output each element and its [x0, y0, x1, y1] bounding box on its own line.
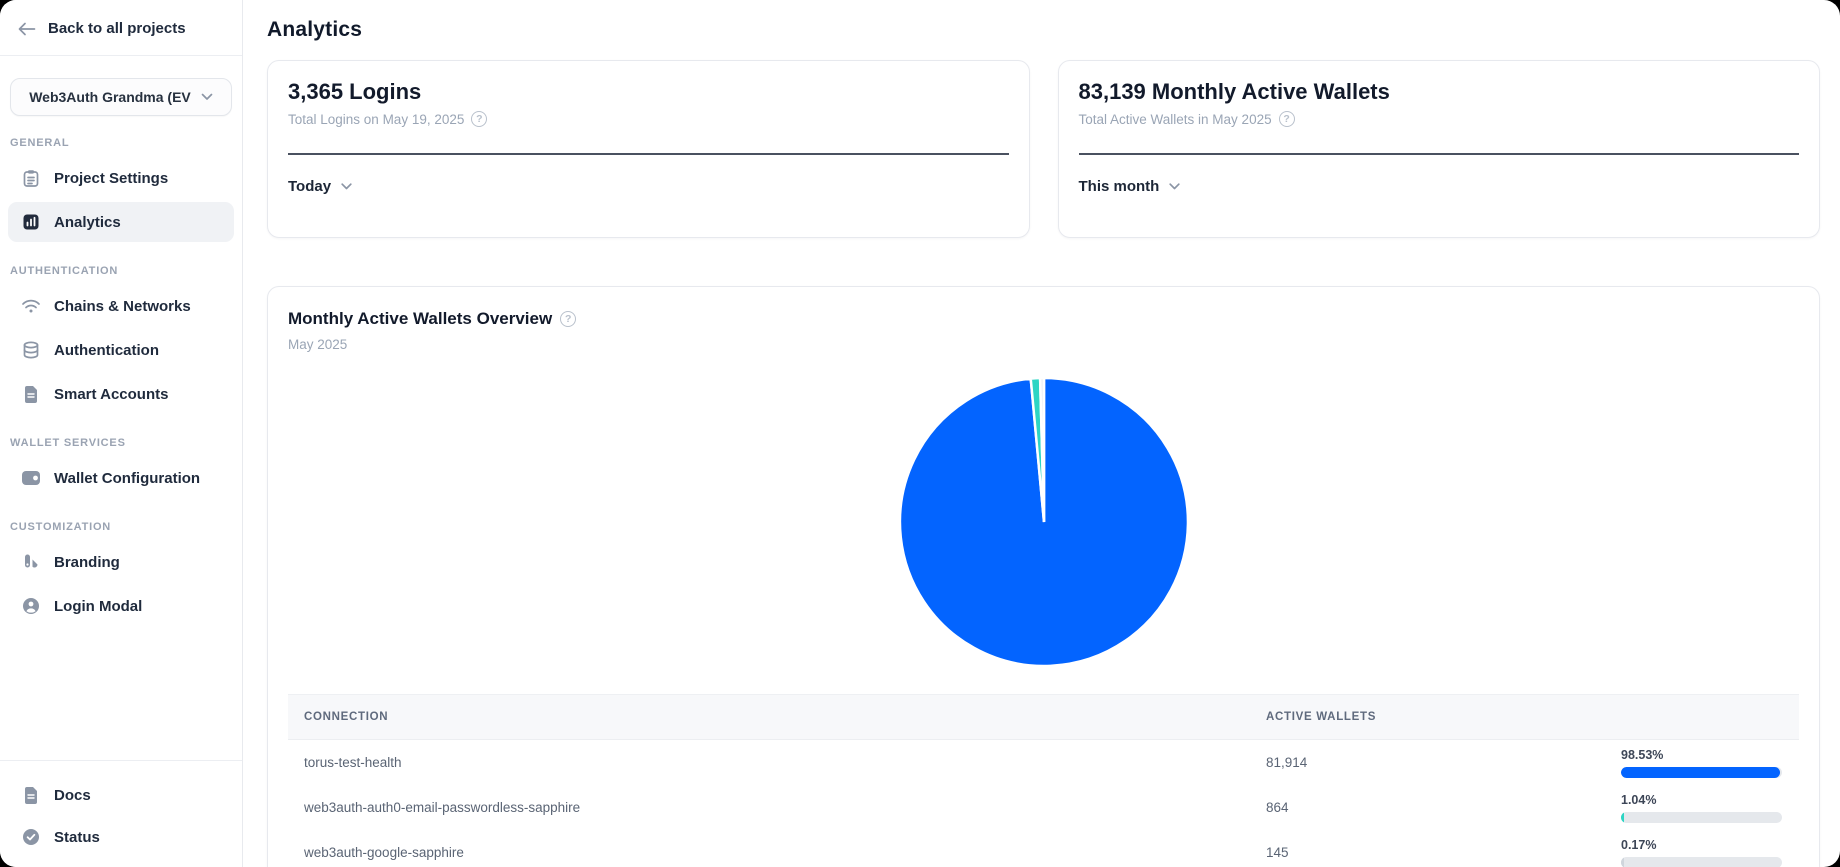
database-icon — [21, 340, 41, 360]
main-content: Analytics 3,365 Logins Total Logins on M… — [243, 0, 1840, 867]
sidebar-item-label: Project Settings — [54, 169, 169, 187]
range-label: This month — [1078, 178, 1160, 195]
chevron-down-icon — [201, 93, 213, 100]
logins-card: 3,365 Logins Total Logins on May 19, 202… — [267, 60, 1030, 238]
chevron-down-icon — [1169, 183, 1180, 190]
wallet-icon — [21, 468, 41, 488]
back-label: Back to all projects — [48, 20, 186, 37]
sidebar-item-label: Docs — [54, 786, 91, 804]
file-icon — [21, 384, 41, 404]
table-row[interactable]: torus-test-health 81,914 98.53% — [288, 740, 1799, 785]
section-label-customization: CUSTOMIZATION — [10, 521, 112, 533]
sidebar-item-label: Authentication — [54, 341, 159, 359]
column-header-connection: CONNECTION — [304, 711, 389, 723]
connection-name: web3auth-auth0-email-passwordless-sapphi… — [304, 800, 581, 815]
sidebar-item-label: Branding — [54, 553, 120, 571]
connection-name: web3auth-google-sapphire — [304, 845, 464, 860]
maw-subtitle: Total Active Wallets in May 2025 — [1078, 111, 1272, 127]
check-circle-icon — [21, 827, 41, 847]
sidebar-item-label: Wallet Configuration — [54, 469, 201, 487]
sidebar-item-project-settings[interactable]: Project Settings — [8, 158, 234, 198]
sidebar-item-docs[interactable]: Docs — [8, 775, 234, 815]
section-label-wallet-services: WALLET SERVICES — [10, 437, 126, 449]
connection-name: torus-test-health — [304, 755, 402, 770]
active-wallets-pie-chart[interactable] — [894, 372, 1194, 672]
sidebar-footer: Docs Status — [0, 760, 242, 867]
percent-label: 1.04% — [1621, 792, 1657, 807]
file-icon — [21, 785, 41, 805]
bar-chart-icon — [21, 212, 41, 232]
sidebar-divider — [0, 55, 242, 56]
project-selector-value: Web3Auth Grandma (EV — [29, 89, 191, 105]
logins-range-dropdown[interactable]: Today — [288, 178, 352, 195]
sidebar: Back to all projects Web3Auth Grandma (E… — [0, 0, 243, 867]
sidebar-item-label: Analytics — [54, 213, 121, 231]
maw-count: 83,139 Monthly Active Wallets — [1078, 79, 1390, 104]
connections-table: CONNECTION ACTIVE WALLETS torus-test-hea… — [288, 694, 1799, 867]
logins-count: 3,365 Logins — [288, 79, 422, 104]
card-divider — [1078, 153, 1799, 155]
card-divider — [288, 153, 1009, 155]
overview-title: Monthly Active Wallets Overview — [288, 309, 553, 328]
page-title: Analytics — [267, 18, 363, 41]
sidebar-item-label: Login Modal — [54, 597, 143, 615]
section-label-authentication: AUTHENTICATION — [10, 265, 119, 277]
sidebar-item-label: Status — [54, 828, 100, 846]
stat-cards-row: 3,365 Logins Total Logins on May 19, 202… — [267, 60, 1820, 238]
branding-icon — [21, 552, 41, 572]
sidebar-item-analytics[interactable]: Analytics — [8, 202, 234, 242]
percent-label: 0.17% — [1621, 837, 1657, 852]
clipboard-icon — [21, 168, 41, 188]
column-header-active-wallets: ACTIVE WALLETS — [1266, 711, 1377, 723]
help-icon[interactable]: ? — [1278, 111, 1295, 127]
sidebar-item-chains-networks[interactable]: Chains & Networks — [8, 286, 234, 326]
overview-subtitle: May 2025 — [288, 337, 348, 352]
logins-subtitle: Total Logins on May 19, 2025 — [288, 111, 465, 127]
sidebar-item-smart-accounts[interactable]: Smart Accounts — [8, 374, 234, 414]
help-icon[interactable]: ? — [560, 311, 577, 327]
active-wallets-value: 145 — [1266, 845, 1289, 860]
help-icon[interactable]: ? — [471, 111, 488, 127]
monthly-active-wallets-card: 83,139 Monthly Active Wallets Total Acti… — [1057, 60, 1820, 238]
range-label: Today — [288, 178, 332, 195]
chevron-down-icon — [341, 183, 352, 190]
project-selector[interactable]: Web3Auth Grandma (EV — [10, 78, 232, 116]
sidebar-item-branding[interactable]: Branding — [8, 542, 234, 582]
percent-bar — [1621, 766, 1782, 778]
sidebar-item-login-modal[interactable]: Login Modal — [8, 586, 234, 626]
user-circle-icon — [21, 596, 41, 616]
wifi-icon — [21, 296, 41, 316]
table-header-row: CONNECTION ACTIVE WALLETS — [288, 694, 1799, 740]
table-row[interactable]: web3auth-auth0-email-passwordless-sapphi… — [288, 785, 1799, 830]
active-wallets-value: 864 — [1266, 800, 1289, 815]
percent-label: 98.53% — [1621, 747, 1664, 762]
section-label-general: GENERAL — [10, 137, 70, 149]
active-wallets-value: 81,914 — [1266, 755, 1308, 770]
percent-bar — [1621, 811, 1782, 823]
maw-range-dropdown[interactable]: This month — [1079, 178, 1181, 195]
sidebar-item-status[interactable]: Status — [8, 817, 234, 857]
wallets-overview-card: Monthly Active Wallets Overview ? May 20… — [267, 286, 1820, 867]
percent-bar — [1621, 856, 1782, 867]
sidebar-item-authentication[interactable]: Authentication — [8, 330, 234, 370]
table-row[interactable]: web3auth-google-sapphire 145 0.17% — [288, 830, 1799, 867]
arrow-left-icon — [18, 22, 36, 35]
sidebar-item-wallet-configuration[interactable]: Wallet Configuration — [8, 458, 234, 498]
back-to-projects-link[interactable]: Back to all projects — [0, 0, 242, 55]
sidebar-item-label: Chains & Networks — [54, 297, 191, 315]
sidebar-item-label: Smart Accounts — [54, 385, 169, 403]
